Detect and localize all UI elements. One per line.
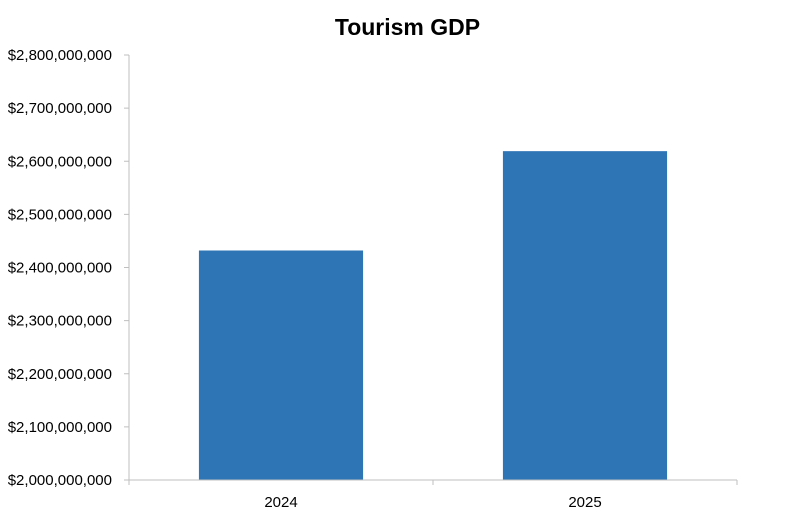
y-tick-label: $2,000,000,000	[8, 472, 112, 489]
y-tick-label: $2,800,000,000	[8, 47, 112, 64]
x-tick-label: 2024	[264, 494, 297, 511]
y-tick-label: $2,100,000,000	[8, 419, 112, 436]
y-tick-label: $2,700,000,000	[8, 100, 112, 117]
y-tick-label: $2,200,000,000	[8, 366, 112, 383]
y-tick-label: $2,300,000,000	[8, 313, 112, 330]
y-tick-label: $2,400,000,000	[8, 260, 112, 277]
y-axis-ticks: $2,000,000,000 $2,100,000,000 $2,200,000,0…	[8, 47, 129, 489]
y-tick-label: $2,600,000,000	[8, 153, 112, 170]
x-axis-ticks: 2024 2025	[128, 480, 738, 511]
chart-title: Tourism GDP	[334, 14, 481, 40]
y-tick-label: $2,500,000,000	[8, 206, 112, 223]
bar-2024	[198, 250, 364, 480]
bar-2025	[502, 151, 668, 480]
bars	[198, 151, 668, 480]
x-tick-label: 2025	[568, 494, 601, 511]
